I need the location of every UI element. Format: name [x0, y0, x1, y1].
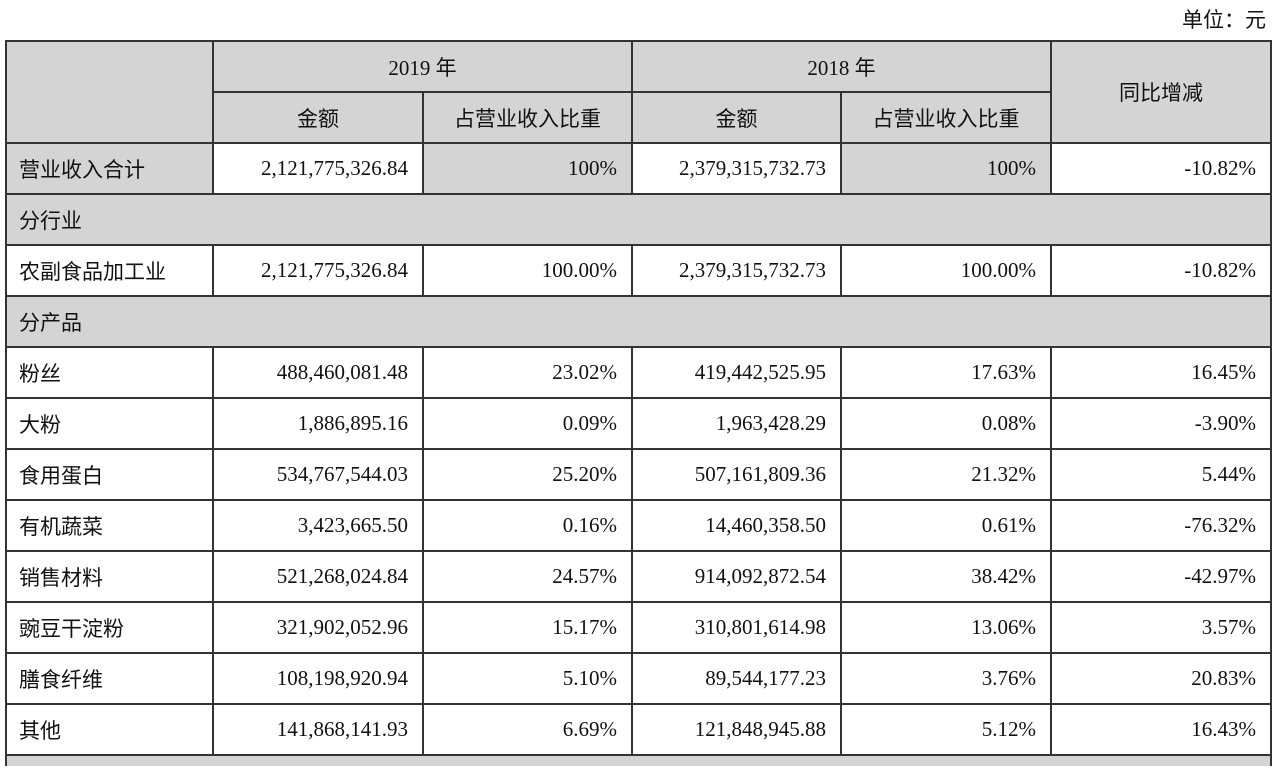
yoy-change: -10.82% [1050, 142, 1272, 195]
share-2019: 5.10% [422, 652, 633, 705]
share-2018: 17.63% [840, 346, 1052, 399]
share-2019: 23.02% [422, 346, 633, 399]
row-label: 营业收入合计 [5, 142, 214, 195]
yoy-change: -42.97% [1050, 550, 1272, 603]
row-label: 豌豆干淀粉 [5, 601, 214, 654]
share-2019: 15.17% [422, 601, 633, 654]
share-2018: 21.32% [840, 448, 1052, 501]
header-row-sub: 金额 占营业收入比重 金额 占营业收入比重 [6, 91, 1271, 144]
amount-2019: 141,868,141.93 [212, 703, 424, 756]
amount-2019: 2,121,775,326.84 [212, 142, 424, 195]
amount-2019: 108,198,920.94 [212, 652, 424, 705]
table-row: 食用蛋白 534,767,544.03 25.20% 507,161,809.36 21… [5, 448, 1272, 501]
table-row: 农副食品加工业 2,121,775,326.84 100.00% 2,379,315,… [5, 244, 1272, 297]
amount-2019: 1,886,895.16 [212, 397, 424, 450]
yoy-change: -10.82% [1050, 244, 1272, 297]
table-row: 销售材料 521,268,024.84 24.57% 914,092,872.54 38… [5, 550, 1272, 603]
yoy-change: -76.32% [1050, 499, 1272, 552]
header-yoy: 同比增减 [1050, 40, 1272, 144]
header-year-2018: 2018 年 [631, 40, 1052, 93]
amount-2018: 89,544,177.23 [631, 652, 842, 705]
yoy-change: 5.44% [1050, 448, 1272, 501]
header-share-2019: 占营业收入比重 [422, 91, 633, 144]
row-label: 膳食纤维 [5, 652, 214, 705]
unit-label: 单位：元 [1182, 8, 1266, 32]
amount-2019: 2,121,775,326.84 [212, 244, 424, 297]
total-row: 营业收入合计 2,121,775,326.84 100% 2,379,315,7… [5, 142, 1272, 195]
row-label: 粉丝 [5, 346, 214, 399]
amount-2019: 534,767,544.03 [212, 448, 424, 501]
amount-2018: 2,379,315,732.73 [631, 244, 842, 297]
row-label: 大粉 [5, 397, 214, 450]
share-2018: 38.42% [840, 550, 1052, 603]
row-label: 销售材料 [5, 550, 214, 603]
section-label: 分产品 [5, 295, 1272, 348]
amount-2019: 488,460,081.48 [212, 346, 424, 399]
amount-2018: 419,442,525.95 [631, 346, 842, 399]
yoy-change: 20.83% [1050, 652, 1272, 705]
amount-2019: 3,423,665.50 [212, 499, 424, 552]
header-share-2018: 占营业收入比重 [840, 91, 1052, 144]
table-row: 粉丝 488,460,081.48 23.02% 419,442,525.95 17.6… [5, 346, 1272, 399]
share-2018: 0.61% [840, 499, 1052, 552]
amount-2018: 121,848,945.88 [631, 703, 842, 756]
table-row: 膳食纤维 108,198,920.94 5.10% 89,544,177.23 3.76… [5, 652, 1272, 705]
section-label: 分行业 [5, 193, 1272, 246]
next-row-partial [5, 754, 1272, 766]
share-2018: 5.12% [840, 703, 1052, 756]
row-label: 有机蔬菜 [5, 499, 214, 552]
amount-2018: 1,963,428.29 [631, 397, 842, 450]
amount-2018: 14,460,358.50 [631, 499, 842, 552]
header-year-2019: 2019 年 [212, 40, 633, 93]
yoy-change: 3.57% [1050, 601, 1272, 654]
row-label: 其他 [5, 703, 214, 756]
yoy-change: 16.43% [1050, 703, 1272, 756]
amount-2019: 521,268,024.84 [212, 550, 424, 603]
yoy-change: -3.90% [1050, 397, 1272, 450]
share-2018: 100% [840, 142, 1052, 195]
share-2019: 0.16% [422, 499, 633, 552]
share-2019: 100.00% [422, 244, 633, 297]
table-row: 其他 141,868,141.93 6.69% 121,848,945.88 5.12%… [5, 703, 1272, 756]
share-2018: 13.06% [840, 601, 1052, 654]
table-row: 有机蔬菜 3,423,665.50 0.16% 14,460,358.50 0.61% -… [5, 499, 1272, 552]
partial-cell [5, 754, 1272, 766]
row-label: 食用蛋白 [5, 448, 214, 501]
revenue-table: 2019 年 2018 年 同比增减 金额 占营业收入比重 金额 占营业收入比重… [5, 40, 1272, 766]
yoy-change: 16.45% [1050, 346, 1272, 399]
header-amount-2018: 金额 [631, 91, 842, 144]
share-2019: 100% [422, 142, 633, 195]
amount-2018: 310,801,614.98 [631, 601, 842, 654]
section-row-product: 分产品 [5, 295, 1272, 348]
table-row: 大粉 1,886,895.16 0.09% 1,963,428.29 0.08% -3.9… [5, 397, 1272, 450]
share-2019: 25.20% [422, 448, 633, 501]
share-2019: 24.57% [422, 550, 633, 603]
amount-2018: 507,161,809.36 [631, 448, 842, 501]
amount-2019: 321,902,052.96 [212, 601, 424, 654]
amount-2018: 2,379,315,732.73 [631, 142, 842, 195]
share-2019: 0.09% [422, 397, 633, 450]
header-corner [5, 40, 214, 144]
section-row-industry: 分行业 [5, 193, 1272, 246]
row-label: 农副食品加工业 [5, 244, 214, 297]
header-amount-2019: 金额 [212, 91, 424, 144]
header-row-years: 2019 年 2018 年 同比增减 [5, 40, 1272, 144]
amount-2018: 914,092,872.54 [631, 550, 842, 603]
share-2018: 3.76% [840, 652, 1052, 705]
share-2018: 0.08% [840, 397, 1052, 450]
table-row: 豌豆干淀粉 321,902,052.96 15.17% 310,801,614.98 1… [5, 601, 1272, 654]
share-2019: 6.69% [422, 703, 633, 756]
share-2018: 100.00% [840, 244, 1052, 297]
